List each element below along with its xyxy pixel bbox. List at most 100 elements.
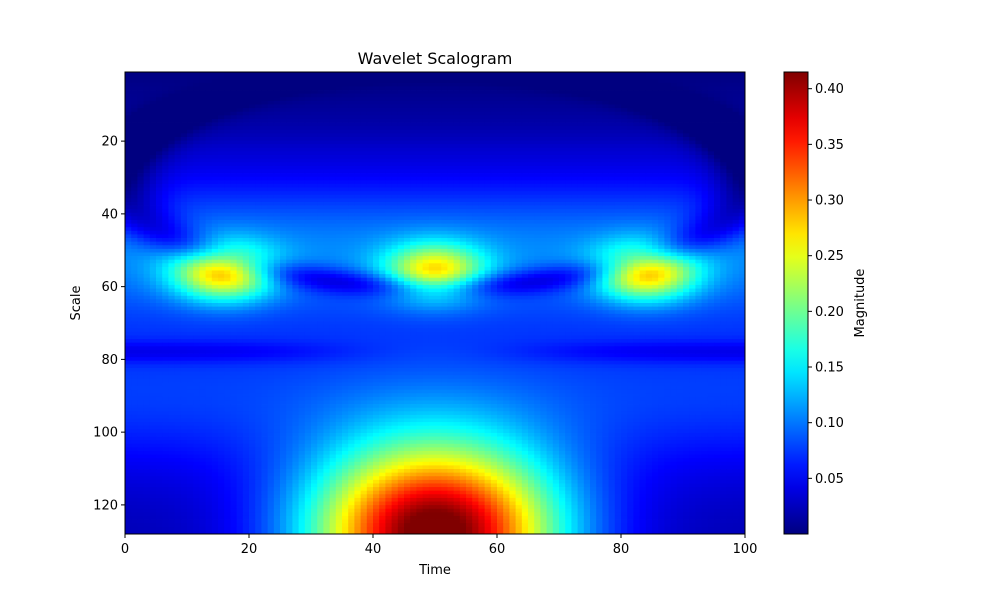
heatmap-cell	[689, 115, 696, 120]
heatmap-cell	[695, 169, 702, 174]
heatmap-cell	[590, 86, 597, 91]
heatmap-cell	[428, 155, 436, 160]
heatmap-cell	[627, 100, 634, 105]
heatmap-cell	[224, 162, 231, 167]
heatmap-cell	[466, 108, 473, 113]
heatmap-cell	[503, 158, 510, 163]
heatmap-cell	[565, 238, 572, 243]
heatmap-cell	[571, 115, 578, 120]
heatmap-cell	[490, 219, 498, 224]
heatmap-cell	[701, 238, 709, 243]
heatmap-cell	[478, 133, 485, 138]
heatmap-cell	[149, 140, 157, 145]
heatmap-cell	[298, 100, 306, 105]
heatmap-cell	[497, 104, 504, 109]
heatmap-cell	[348, 75, 355, 80]
heatmap-cell	[621, 118, 628, 123]
heatmap-cell	[565, 223, 572, 228]
heatmap-cell	[676, 212, 684, 217]
heatmap-cell	[236, 126, 244, 131]
heatmap-cell	[590, 176, 597, 181]
heatmap-cell	[143, 201, 151, 206]
heatmap-cell	[484, 230, 492, 235]
heatmap-cell	[323, 180, 330, 185]
heatmap-cell	[242, 111, 250, 116]
heatmap-cell	[738, 147, 746, 152]
heatmap-cell	[125, 165, 132, 170]
heatmap-cell	[131, 176, 138, 181]
heatmap-cell	[335, 108, 343, 113]
heatmap-cell	[726, 169, 733, 174]
heatmap-cell	[404, 151, 411, 156]
heatmap-cell	[391, 209, 399, 214]
heatmap-cell	[335, 180, 343, 185]
heatmap-cell	[242, 176, 250, 181]
heatmap-cell	[707, 72, 715, 77]
heatmap-cell	[738, 219, 746, 224]
heatmap-cell	[329, 241, 337, 246]
heatmap-cell	[180, 173, 188, 178]
heatmap-cell	[230, 216, 237, 221]
heatmap-cell	[298, 111, 306, 116]
heatmap-cell	[621, 133, 628, 138]
heatmap-cell	[292, 111, 299, 116]
heatmap-cell	[645, 173, 653, 178]
heatmap-cell	[577, 212, 585, 217]
heatmap-cell	[571, 155, 578, 160]
heatmap-cell	[298, 165, 306, 170]
heatmap-cell	[683, 93, 690, 98]
heatmap-cell	[280, 115, 287, 120]
heatmap-cell	[193, 126, 200, 131]
heatmap-cell	[565, 108, 572, 113]
heatmap-cell	[670, 191, 678, 196]
heatmap-cell	[695, 158, 702, 163]
heatmap-cell	[422, 198, 430, 203]
heatmap-cell	[242, 122, 250, 127]
heatmap-cell	[614, 248, 622, 253]
heatmap-cell	[218, 248, 225, 253]
heatmap-cell	[125, 86, 132, 91]
heatmap-cell	[509, 97, 516, 102]
heatmap-cell	[131, 227, 138, 232]
heatmap-cell	[335, 234, 343, 239]
heatmap-cell	[125, 108, 132, 113]
heatmap-cell	[484, 90, 492, 95]
heatmap-cell	[472, 129, 479, 134]
heatmap-cell	[683, 241, 690, 246]
heatmap-cell	[472, 93, 479, 98]
heatmap-cell	[627, 86, 634, 91]
heatmap-cell	[658, 162, 665, 167]
heatmap-cell	[205, 191, 213, 196]
heatmap-cell	[583, 122, 591, 127]
heatmap-cell	[633, 201, 640, 206]
heatmap-cell	[559, 176, 566, 181]
heatmap-cell	[707, 147, 715, 152]
heatmap-cell	[280, 144, 287, 149]
heatmap-cell	[707, 111, 715, 116]
heatmap-cell	[441, 111, 448, 116]
heatmap-cell	[335, 248, 343, 253]
heatmap-cell	[627, 194, 634, 199]
heatmap-cell	[125, 140, 132, 145]
heatmap-cell	[707, 155, 715, 160]
heatmap-cell	[286, 136, 293, 141]
heatmap-cell	[484, 205, 492, 210]
heatmap-cell	[224, 238, 231, 243]
heatmap-cell	[608, 118, 616, 123]
heatmap-cell	[552, 75, 560, 80]
heatmap-cell	[695, 194, 702, 199]
heatmap-cell	[627, 108, 634, 113]
heatmap-cell	[230, 162, 237, 167]
heatmap-cell	[732, 219, 740, 224]
heatmap-cell	[720, 86, 727, 91]
heatmap-cell	[540, 176, 547, 181]
heatmap-cell	[162, 104, 169, 109]
heatmap-cell	[385, 97, 392, 102]
heatmap-cell	[360, 158, 368, 163]
heatmap-cell	[230, 75, 237, 80]
heatmap-cell	[633, 205, 640, 210]
heatmap-cell	[639, 79, 647, 84]
heatmap-cell	[608, 93, 616, 98]
heatmap-cell	[658, 118, 665, 123]
heatmap-cell	[714, 158, 721, 163]
